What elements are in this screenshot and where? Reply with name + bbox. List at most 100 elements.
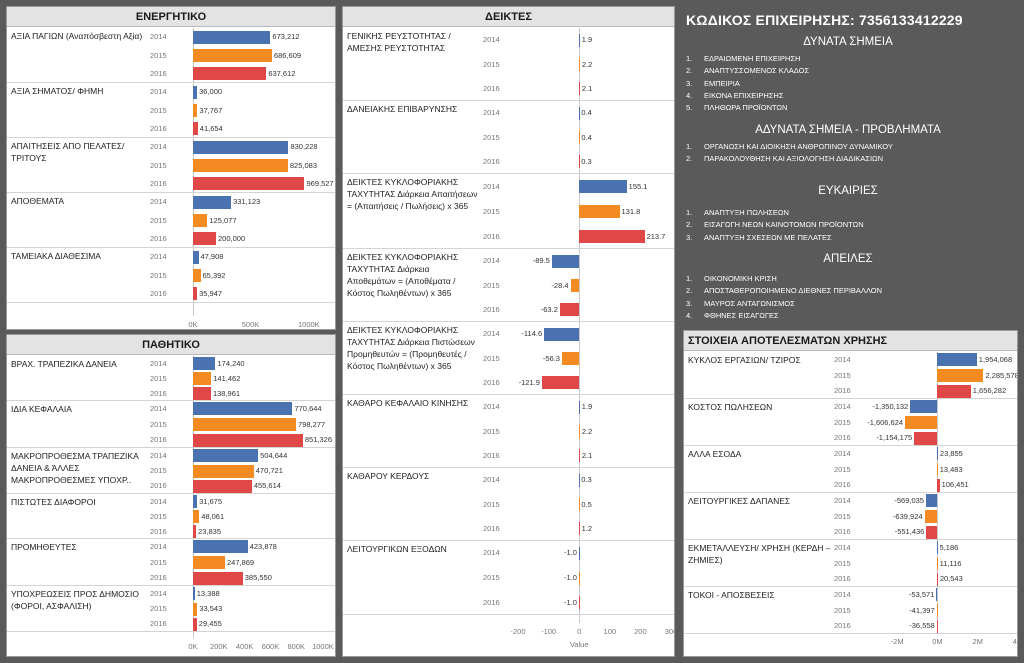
results-bar — [937, 463, 939, 476]
liabilities-bar-value: 29,455 — [198, 619, 222, 629]
results-bar — [910, 400, 938, 414]
results-year-label: 2016 — [834, 574, 851, 584]
liabilities-bar-value: 33,543 — [199, 604, 223, 613]
results-bar — [936, 619, 938, 633]
swot-item-text: ΟΙΚΟΝΟΜΙΚΗ ΚΡΙΣΗ — [704, 274, 777, 283]
results-bar-value: -53,571 — [908, 589, 935, 599]
liabilities-panel: ΠΑΘΗΤΙΚΟ ΒΡΑΧ. ΤΡΑΠΕΖΙΚΑ ΔΑΝΕΙΑ 2014 174,2… — [6, 334, 336, 657]
liabilities-year-label: 2014 — [150, 496, 167, 506]
assets-year-label: 2016 — [150, 233, 167, 243]
ratios-bar — [579, 449, 581, 463]
liabilities-bar-value: 247,869 — [226, 557, 255, 567]
liabilities-year-label: 2015 — [150, 604, 167, 613]
ratios-year-label: 2016 — [483, 304, 500, 314]
results-year-label: 2015 — [834, 511, 851, 521]
assets-bar-value: 36,000 — [199, 87, 223, 97]
results-group: ΤΟΚΟΙ - ΑΠΟΣΒΕΣΕΙΣ 2014 -53,571 2015 -41,397… — [684, 587, 1017, 634]
results-bar-value: -1,350,132 — [872, 401, 909, 411]
ratios-group-label: ΓΕΝΙΚΗΣ ΡΕΥΣΤΟΤΗΤΑΣ / ΑΜΕΣΗΣ ΡΕΥΣΤΟΤΗΤΑΣ — [347, 31, 451, 53]
results-bar-value: -1,154,175 — [876, 433, 913, 443]
ratios-bar — [579, 400, 581, 414]
assets-year-label: 2014 — [150, 32, 167, 42]
assets-year-label: 2014 — [150, 252, 167, 262]
ratios-bar-value: 2.1 — [581, 83, 593, 93]
assets-bar — [193, 250, 199, 264]
ratios-year-label: 2014 — [483, 548, 500, 558]
assets-bar-value: 37,767 — [199, 105, 223, 115]
results-bar — [905, 416, 938, 429]
assets-year-label: 2016 — [150, 288, 167, 298]
ratios-year-label: 2014 — [483, 256, 500, 266]
swot-heading: ΑΠΕΙΛΕΣ — [823, 253, 873, 265]
results-group: ΕΚΜΕΤΑΛΛΕΥΣΗ/ ΧΡΗΣΗ (ΚΕΡΔΗ – ΖΗΜΙΕΣ) 2014… — [684, 540, 1017, 587]
liabilities-year-label: 2015 — [150, 511, 167, 521]
results-year-label: 2014 — [834, 401, 851, 411]
swot-item: 3. ΑΝΑΠΤΥΞΗ ΣΧΕΣΕΩΝ ΜΕ ΠΕΛΑΤΕΣ — [686, 232, 832, 242]
ratios-title: ΔΕΙΚΤΕΣ — [343, 7, 674, 27]
liabilities-bar — [193, 357, 216, 370]
results-bar-value: 2,285,578 — [985, 370, 1018, 380]
ratios-tick-label: -200 — [510, 627, 526, 636]
ratios-bar — [579, 205, 620, 218]
ratios-bar — [579, 58, 581, 71]
liabilities-year-label: 2016 — [150, 481, 167, 491]
liabilities-bar — [193, 510, 200, 523]
ratios-bar-value: 1.2 — [581, 523, 592, 533]
liabilities-year-label: 2015 — [150, 373, 167, 383]
liabilities-group: ΥΠΟΧΡΕΩΣΕΙΣ ΠΡΟΣ ΔΗΜΟΣΙΟ (ΦΟΡΟΙ, ΑΣΦΑΛΙΣ… — [7, 586, 335, 632]
ratios-bar-value: 0.3 — [581, 156, 592, 166]
results-year-label: 2016 — [834, 621, 851, 631]
liabilities-tick-label: 600K — [261, 642, 280, 651]
ratios-year-label: 2014 — [483, 475, 500, 485]
swot-item-number: 4. — [686, 310, 693, 320]
results-group: ΚΟΣΤΟΣ ΠΩΛΗΣΕΩΝ 2014 -1,350,132 2015 -1,606,… — [684, 399, 1017, 446]
assets-year-label: 2015 — [150, 50, 167, 60]
assets-bar-value: 673,212 — [272, 32, 300, 42]
ratios-group: ΔΕΙΚΤΕΣ ΚΥΚΛΟΦΟΡΙΑΚΗΣ ΤΑΧΥΤΗΤΑΣ Διάρκεια… — [343, 322, 674, 395]
assets-group-label: ΤΑΜΕΙΑΚΑ ΔΙΑΘΕΣΙΜΑ — [11, 251, 101, 261]
ratios-bar — [579, 155, 581, 169]
results-group-label: ΛΕΙΤΟΥΡΓΙΚΕΣ ΔΑΠΑΝΕΣ — [688, 496, 791, 506]
swot-section: ΚΩΔΙΚΟΣ ΕΠΙΧΕΙΡΗΣΗΣ: 7356133412229 ΔΥΝΑΤ… — [680, 6, 1016, 324]
liabilities-group-label: ΠΡΟΜΗΘΕΥΤΕΣ — [11, 542, 77, 552]
swot-item-text: ΕΔΡΑΙΩΜΕΝΗ ΕΠΙΧΕΙΡΗΣΗ — [704, 54, 801, 63]
swot-item-number: 1. — [686, 274, 693, 283]
liabilities-year-label: 2015 — [150, 557, 167, 567]
assets-year-label: 2014 — [150, 142, 167, 152]
ratios-year-label: 2014 — [483, 329, 500, 339]
liabilities-bar — [193, 617, 197, 631]
ratios-group: ΔΕΙΚΤΕΣ ΚΥΚΛΟΦΟΡΙΑΚΗΣ ΤΑΧΥΤΗΤΑΣ Διάρκεια… — [343, 174, 674, 249]
results-tick-label: 4M — [1012, 637, 1017, 646]
ratios-bar-value: -1.0 — [563, 548, 577, 558]
ratios-bar-value: 2.2 — [581, 59, 593, 69]
assets-bar-value: 830,228 — [290, 142, 318, 152]
ratios-bar — [579, 522, 581, 536]
liabilities-group: ΙΔΙΑ ΚΕΦΑΛΑΙΑ 2014 770,644 2015 798,277 2016 8… — [7, 401, 335, 448]
assets-bar-value: 686,609 — [273, 50, 302, 60]
results-bar — [936, 588, 938, 602]
ratios-year-label: 2014 — [483, 402, 500, 412]
swot-item-text: ΦΘΗΝΕΣ ΕΙΣΑΓΩΓΕΣ — [704, 310, 779, 320]
liabilities-bar-value: 174,240 — [217, 358, 245, 368]
swot-item-text: ΑΝΑΠΤΥΞΗ ΣΧΕΣΕΩΝ ΜΕ ΠΕΛΑΤΕΣ — [704, 232, 832, 242]
swot-item-number: 5. — [686, 103, 693, 113]
swot-item-text: ΕΜΠΕΙΡΙΑ — [704, 78, 740, 88]
results-group: ΚΥΚΛΟΣ ΕΡΓΑΣΙΩΝ/ ΤΖΙΡΟΣ 2014 1,954,068 2015… — [684, 352, 1017, 399]
ratios-group-label: ΚΑΘΑΡΟ ΚΕΦΑΛΑΙΟ ΚΙΝΗΣΗΣ — [347, 398, 469, 408]
swot-item: 3. ΜΑΥΡΟΣ ΑΝΤΑΓΩΝΙΣΜΟΣ — [686, 299, 795, 308]
swot-item: 1. ΟΡΓΑΝΩΣΗ ΚΑΙ ΔΙΟΙΚΗΣΗ ΑΝΘΡΩΠΙΝΟΥ ΔΥΝΑΜ… — [686, 142, 893, 151]
liabilities-bar-value: 13,388 — [196, 588, 220, 598]
liabilities-bar — [193, 479, 252, 493]
ratios-bar-value: 131.8 — [621, 206, 641, 216]
results-bar — [937, 541, 939, 555]
liabilities-bar — [193, 587, 195, 601]
swot-heading: ΕΥΚΑΙΡΙΕΣ — [818, 185, 878, 197]
liabilities-bar-value: 48,061 — [201, 511, 225, 521]
liabilities-group-label: ΜΑΚΡΟΠΡΟΘΕΣΜΑ ΤΡΑΠΕΖΙΚΑ ΔΑΝΕΙΑ & ΆΛΛΕΣ Μ… — [11, 451, 139, 485]
assets-group: ΑΠΟΘΕΜΑΤΑ 2014 331,123 2015 125,077 2016 200,0… — [7, 193, 335, 248]
assets-bar-value: 825,083 — [289, 160, 317, 170]
assets-bar — [193, 214, 208, 227]
assets-year-label: 2015 — [150, 160, 167, 170]
results-bar-value: -41,397 — [909, 605, 935, 615]
results-bar-value: -639,924 — [892, 511, 923, 521]
